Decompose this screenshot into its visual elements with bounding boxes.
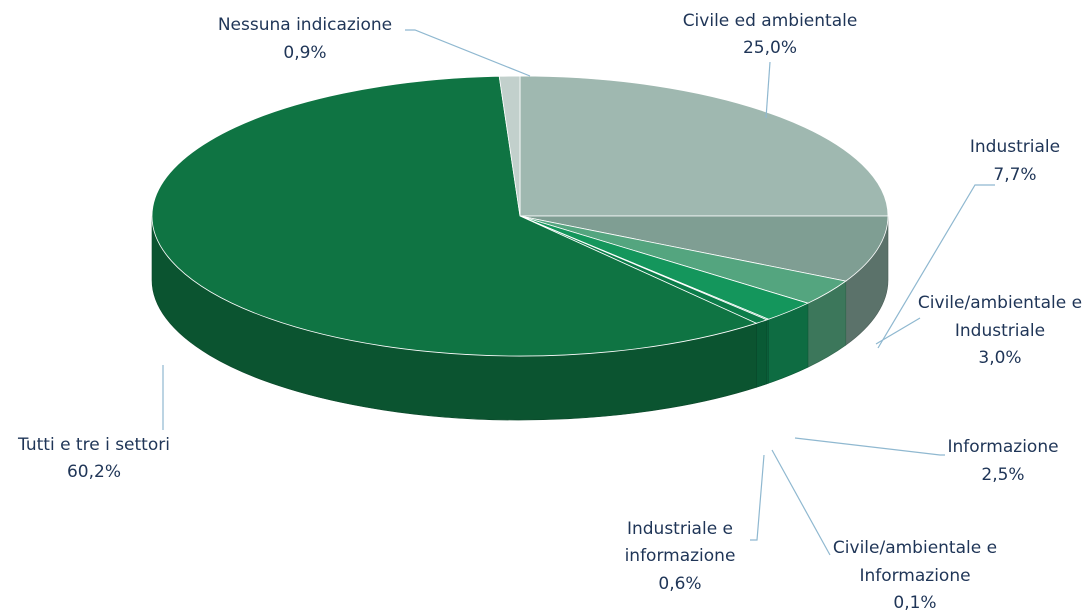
leader-line-civile-ambientale-e-industriale [875, 317, 921, 345]
slice-label-tutti-e-tre-i-settori: Tutti e tre i settori [17, 435, 170, 455]
slice-label-civile-ambientale-e-informazione: Informazione [859, 566, 970, 586]
leader-line-industriale-e-informazione [750, 454, 765, 541]
slice-value-tutti-e-tre-i-settori: 60,2% [67, 462, 121, 482]
pie-slice-civile-ed-ambientale [519, 75, 889, 217]
leader-line-nessuna-indicazione [405, 29, 531, 77]
pie-slice-industriale [519, 215, 889, 282]
slice-label-civile-ambientale-e-industriale: Civile/ambientale e [918, 293, 1082, 313]
leader-line-industriale [877, 184, 995, 349]
slice-label-informazione: Informazione [947, 437, 1058, 457]
slice-value-industriale: 7,7% [993, 165, 1036, 185]
slice-label-industriale-e-informazione: informazione [625, 546, 736, 566]
pie-slice-tutti-e-tre-i-settori [151, 75, 758, 357]
leader-line-civile-ambientale-e-informazione [771, 449, 831, 556]
slice-value-informazione: 2,5% [981, 465, 1024, 485]
pie-slice-nessuna-indicazione [498, 75, 521, 217]
slice-value-industriale-e-informazione: 0,6% [658, 574, 701, 594]
leader-line-informazione [794, 437, 945, 456]
pie-side-industriale-e-informazione [756, 319, 768, 388]
slice-labels: Civile ed ambientale 25,0% Industriale 7,7%… [17, 11, 1082, 610]
slice-value-civile-ambientale-e-informazione: 0,1% [893, 593, 936, 610]
leader-lines [162, 29, 995, 556]
slice-value-civile-ambientale-e-industriale: 3,0% [978, 348, 1021, 368]
slice-label-civile-ed-ambientale: Civile ed ambientale [683, 11, 858, 31]
slice-value-nessuna-indicazione: 0,9% [283, 43, 326, 63]
slice-label-industriale-e-informazione: Industriale e [627, 519, 733, 539]
pie-top-faces [151, 75, 889, 357]
leader-line-civile-ed-ambientale [765, 61, 771, 119]
slice-label-industriale: Industriale [970, 137, 1060, 157]
slice-label-nessuna-indicazione: Nessuna indicazione [218, 15, 392, 35]
slice-label-civile-ambientale-e-industriale: Industriale [955, 321, 1045, 341]
slice-label-civile-ambientale-e-informazione: Civile/ambientale e [833, 538, 997, 558]
slice-value-civile-ed-ambientale: 25,0% [743, 38, 797, 58]
